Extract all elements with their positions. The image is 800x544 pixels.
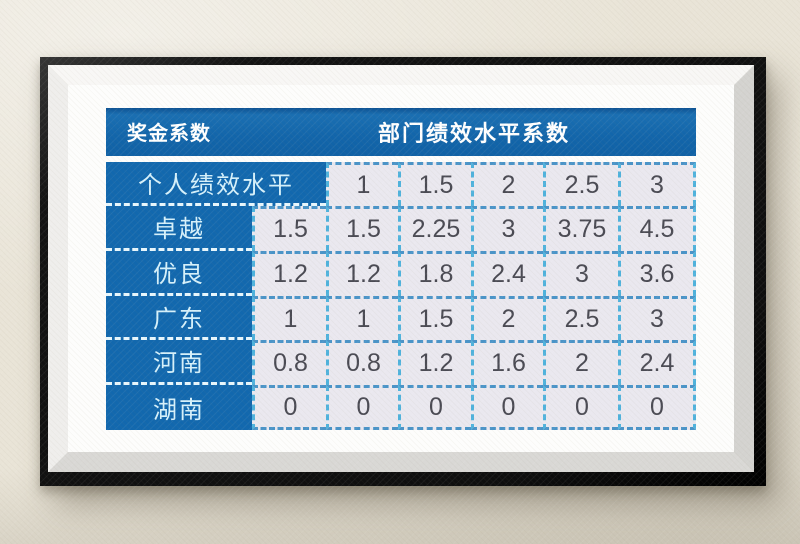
corner-header-bonus-coefficient: 奖金系数	[127, 123, 211, 145]
bonus-coefficient-table: 奖金系数 部门绩效水平系数 个人绩效水平 1 1.5 2 2.5 3 卓越 1.…	[106, 107, 696, 430]
value-cell: 0	[471, 384, 543, 430]
value-cell: 3	[543, 250, 618, 296]
value-cell: 2	[471, 295, 543, 341]
picture-frame: 奖金系数 部门绩效水平系数 个人绩效水平 1 1.5 2 2.5 3 卓越 1.…	[40, 57, 766, 486]
value-cell: 1	[326, 161, 398, 207]
value-cell: 1.5	[326, 206, 398, 251]
value-cell: 1.2	[326, 250, 398, 296]
value-cell: 1.8	[398, 250, 471, 296]
table-title-dept-performance: 部门绩效水平系数	[377, 120, 570, 146]
row-label-personal-performance: 个人绩效水平	[106, 161, 326, 207]
value-cell: 0	[618, 384, 696, 430]
value-cell: 1.5	[398, 161, 471, 207]
value-cell: 1.5	[398, 295, 471, 341]
value-cell: 3.6	[618, 250, 696, 296]
value-cell: 0	[252, 384, 326, 430]
value-cell: 2.4	[471, 250, 543, 296]
value-cell: 1.2	[398, 340, 471, 385]
table-header-row: 奖金系数 部门绩效水平系数	[106, 107, 696, 156]
value-cell: 1.6	[471, 340, 543, 385]
mat-board: 奖金系数 部门绩效水平系数 个人绩效水平 1 1.5 2 2.5 3 卓越 1.…	[48, 65, 754, 472]
value-cell: 1	[326, 295, 398, 341]
row-label: 广东	[106, 295, 252, 341]
value-cell: 2	[471, 161, 543, 207]
value-cell: 0	[326, 384, 398, 430]
value-cell: 3	[618, 161, 696, 207]
value-cell: 2.5	[543, 161, 618, 207]
value-cell: 2.5	[543, 295, 618, 341]
table-body: 个人绩效水平 1 1.5 2 2.5 3 卓越 1.5 1.5 2.25 3 3…	[106, 161, 696, 430]
value-cell: 2	[543, 340, 618, 385]
value-cell: 1	[252, 295, 326, 341]
value-cell: 0	[543, 384, 618, 430]
row-label: 湖南	[106, 384, 252, 430]
value-cell: 2.25	[398, 206, 471, 251]
value-cell: 1.2	[252, 250, 326, 296]
value-cell: 3	[618, 295, 696, 341]
row-label: 卓越	[106, 206, 252, 251]
row-label: 优良	[106, 250, 252, 296]
value-cell: 4.5	[618, 206, 696, 251]
value-cell: 1.5	[252, 206, 326, 251]
row-label: 河南	[106, 340, 252, 385]
value-cell: 0	[398, 384, 471, 430]
value-cell: 3	[471, 206, 543, 251]
value-cell: 3.75	[543, 206, 618, 251]
value-cell: 0.8	[252, 340, 326, 385]
value-cell: 2.4	[618, 340, 696, 385]
value-cell: 0.8	[326, 340, 398, 385]
